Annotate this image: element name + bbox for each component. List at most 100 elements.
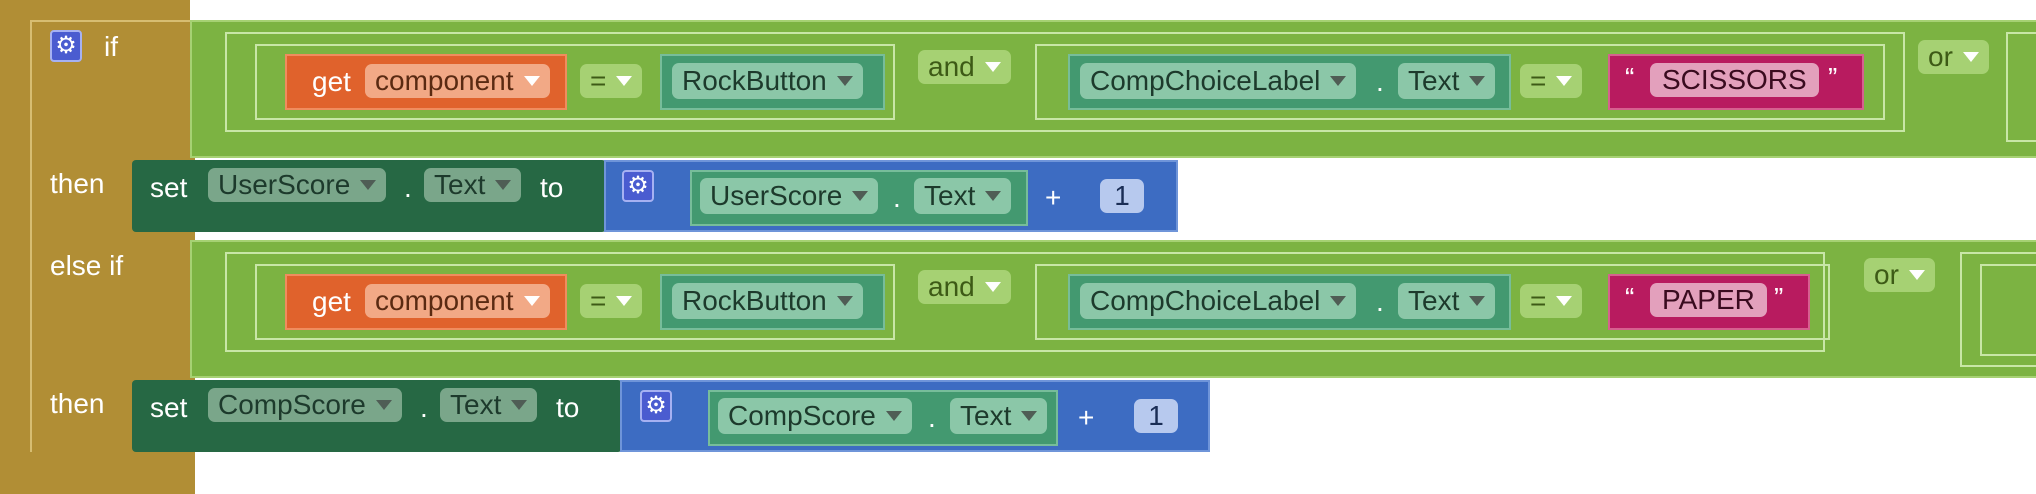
chevron-down-icon [523, 76, 540, 86]
close-quote-1: ” [1828, 62, 1838, 93]
rockbutton-dropdown-1[interactable]: RockButton [672, 63, 863, 99]
to-label-1: to [540, 172, 564, 203]
chevron-down-icon [1556, 76, 1573, 86]
chevron-down-icon [1330, 76, 1347, 86]
number-value-2a: 1 [1148, 400, 1164, 431]
text-setter-prop-label-2: Text [450, 389, 502, 420]
chevron-down-icon [375, 400, 392, 410]
compchoicelabel-dropdown-1[interactable]: CompChoiceLabel [1080, 63, 1357, 99]
chevron-down-icon [985, 191, 1002, 201]
chevron-down-icon [1469, 76, 1486, 86]
and-label-2: and [928, 271, 975, 302]
text-setter-prop-dropdown-2[interactable]: Text [440, 388, 538, 422]
if-block-top-edge [0, 0, 190, 22]
then-label-2: then [50, 388, 105, 419]
and-block-1-outline [225, 32, 1905, 132]
add-mutator-gear-icon-1[interactable]: ⚙ [622, 170, 654, 202]
chevron-down-icon [1962, 52, 1979, 62]
chevron-down-icon [616, 76, 633, 86]
equals-op-label-1b: = [1530, 65, 1547, 96]
text-prop-label-2: Text [1408, 285, 1460, 316]
add-mutator-gear-icon-2[interactable]: ⚙ [640, 390, 672, 422]
compscore-getter-dropdown[interactable]: CompScore [718, 398, 912, 434]
compscore-setter-dropdown[interactable]: CompScore [208, 388, 402, 422]
rockbutton-label-2: RockButton [682, 285, 827, 316]
compchoicelabel-dropdown-2[interactable]: CompChoiceLabel [1080, 283, 1357, 319]
equals-op-label-2b: = [1530, 285, 1547, 316]
close-quote-2: ” [1774, 282, 1784, 313]
paper-label: PAPER [1662, 284, 1755, 315]
dot-get-2: . [928, 402, 936, 433]
set-label-2: set [150, 392, 188, 423]
paper-text-field[interactable]: PAPER [1650, 283, 1767, 317]
compscore-setter-label: CompScore [218, 389, 366, 420]
open-quote-1: “ [1625, 62, 1635, 93]
or-next-socket-2 [1960, 252, 2036, 367]
or-op-dropdown-2[interactable]: or [1864, 258, 1935, 292]
number-literal-2a[interactable]: 1 [1134, 399, 1178, 433]
compchoicelabel-label-1: CompChoiceLabel [1090, 65, 1321, 96]
dot-set-1: . [404, 172, 412, 203]
dot-1: . [1376, 66, 1384, 97]
chevron-down-icon [1021, 411, 1038, 421]
chevron-down-icon [1469, 296, 1486, 306]
and-op-dropdown-2[interactable]: and [918, 270, 1011, 304]
to-label-2: to [556, 392, 580, 423]
component-var-label-2: component [375, 285, 514, 316]
text-getter-prop-dropdown-1[interactable]: Text [914, 178, 1012, 214]
text-getter-prop-label-1: Text [924, 180, 976, 211]
text-prop-label-1: Text [1408, 65, 1460, 96]
scissors-label: SCISSORS [1662, 64, 1807, 95]
component-var-label-1: component [375, 65, 514, 96]
plus-label-2: + [1078, 402, 1095, 433]
equals-op-dropdown-1b[interactable]: = [1520, 64, 1583, 98]
rockbutton-label-1: RockButton [682, 65, 827, 96]
chevron-down-icon [523, 296, 540, 306]
chevron-down-icon [984, 282, 1001, 292]
set-label-1: set [150, 172, 188, 203]
text-setter-prop-dropdown-1[interactable]: Text [424, 168, 522, 202]
component-var-dropdown-1[interactable]: component [365, 64, 550, 98]
userscore-setter-dropdown[interactable]: UserScore [208, 168, 387, 202]
dot-get-1: . [893, 182, 901, 213]
chevron-down-icon [1330, 296, 1347, 306]
rockbutton-dropdown-2[interactable]: RockButton [672, 283, 863, 319]
userscore-getter-dropdown[interactable]: UserScore [700, 178, 879, 214]
text-prop-dropdown-2[interactable]: Text [1398, 283, 1496, 319]
equals-op-dropdown-2a[interactable]: = [580, 284, 643, 318]
equals-op-dropdown-2b[interactable]: = [1520, 284, 1583, 318]
scissors-text-field[interactable]: SCISSORS [1650, 63, 1819, 97]
compchoicelabel-label-2: CompChoiceLabel [1090, 285, 1321, 316]
text-getter-prop-dropdown-2[interactable]: Text [950, 398, 1048, 434]
chevron-down-icon [852, 191, 869, 201]
component-var-dropdown-2[interactable]: component [365, 284, 550, 318]
if-mutator-gear-icon[interactable]: ⚙ [50, 30, 82, 62]
dot-2: . [1376, 286, 1384, 317]
and-op-dropdown-1[interactable]: and [918, 50, 1011, 84]
equals-block-1b-outline [1035, 44, 1885, 120]
get-label-1: get [312, 66, 351, 97]
equals-op-dropdown-1a[interactable]: = [580, 64, 643, 98]
compscore-getter-label: CompScore [728, 400, 876, 431]
dot-set-2: . [420, 392, 428, 423]
chevron-down-icon [836, 296, 853, 306]
if-block-bottom [0, 452, 195, 494]
equals-block-2b-outline [1035, 264, 1830, 340]
chevron-down-icon [616, 296, 633, 306]
text-prop-dropdown-1[interactable]: Text [1398, 63, 1496, 99]
chevron-down-icon [495, 180, 512, 190]
chevron-down-icon [1556, 296, 1573, 306]
or-op-dropdown-1[interactable]: or [1918, 40, 1989, 74]
then-label-1: then [50, 168, 105, 199]
chevron-down-icon [360, 180, 377, 190]
if-block-top-strip [0, 0, 2036, 22]
chevron-down-icon [885, 411, 902, 421]
or-label-1: or [1928, 41, 1953, 72]
open-quote-2: “ [1625, 282, 1635, 313]
userscore-getter-label: UserScore [710, 180, 843, 211]
and-label-1: and [928, 51, 975, 82]
number-literal-1a[interactable]: 1 [1100, 179, 1144, 213]
chevron-down-icon [984, 62, 1001, 72]
plus-label-1: + [1045, 182, 1062, 213]
equals-block-2a-outline [255, 264, 895, 340]
